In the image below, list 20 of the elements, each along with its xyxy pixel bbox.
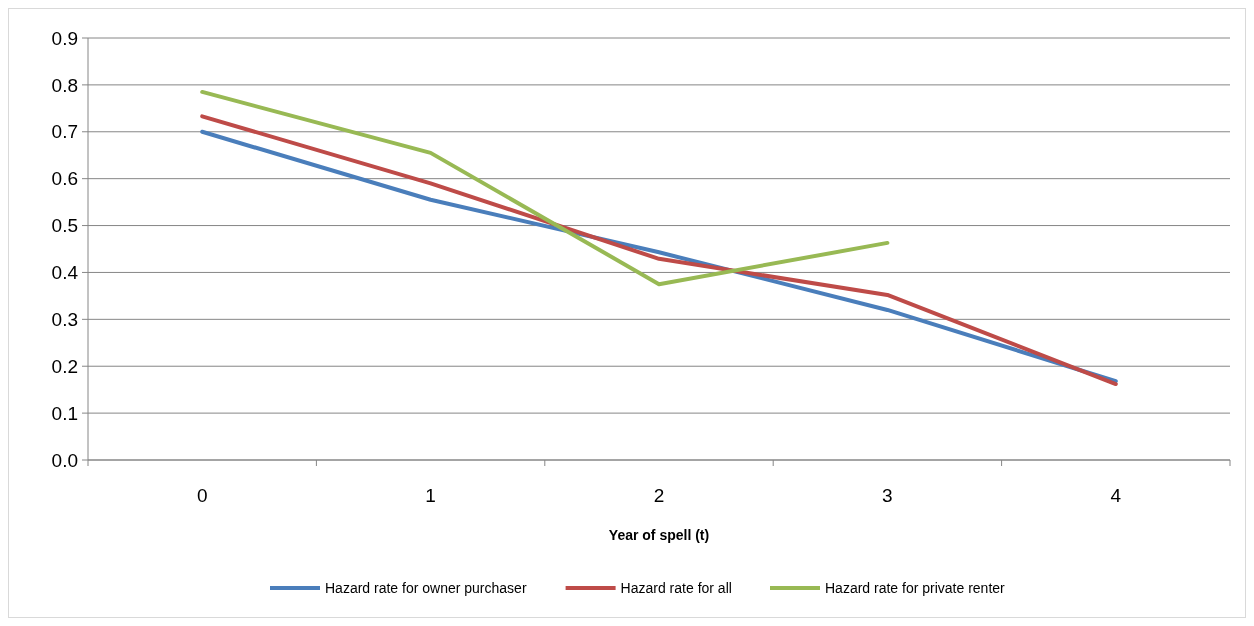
- line-series: [200, 89, 890, 287]
- y-tick-label: 0.3: [51, 308, 78, 330]
- y-tick-label: 0.6: [51, 168, 78, 190]
- y-tick-label: 0.0: [51, 449, 78, 471]
- legend-label: Hazard rate for all: [620, 579, 732, 596]
- y-tick-label: 0.2: [51, 355, 78, 377]
- legend-label: Hazard rate for private renter: [825, 579, 1006, 596]
- y-tick-label: 0.8: [51, 74, 78, 96]
- x-tick-label: 1: [425, 485, 436, 506]
- y-tick-label: 0.7: [51, 121, 78, 143]
- legend-label: Hazard rate for owner purchaser: [325, 579, 527, 596]
- y-tick-label: 0.4: [51, 262, 79, 284]
- y-tick-label: 0.5: [51, 215, 78, 237]
- x-tick-label: 4: [1110, 485, 1122, 506]
- x-tick-label: 2: [653, 485, 665, 506]
- x-tick-label: 0: [196, 485, 208, 506]
- y-tick-label: 0.9: [51, 27, 78, 49]
- y-tick-label: 0.1: [51, 402, 78, 424]
- x-tick-label: 3: [882, 485, 893, 506]
- x-axis-title: Year of spell (t): [608, 527, 710, 543]
